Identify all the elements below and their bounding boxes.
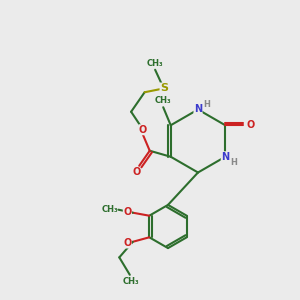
Text: O: O	[246, 120, 255, 130]
Text: O: O	[139, 125, 147, 135]
Text: CH₃: CH₃	[155, 96, 172, 105]
Text: H: H	[203, 100, 210, 109]
Text: O: O	[132, 167, 140, 177]
Text: O: O	[123, 238, 131, 248]
Text: CH₃: CH₃	[102, 205, 118, 214]
Text: N: N	[194, 104, 202, 115]
Text: N: N	[221, 152, 229, 162]
Text: CH₃: CH₃	[123, 277, 140, 286]
Text: H: H	[230, 158, 237, 166]
Text: CH₃: CH₃	[147, 58, 164, 68]
Text: O: O	[123, 207, 131, 217]
Text: S: S	[160, 83, 168, 93]
